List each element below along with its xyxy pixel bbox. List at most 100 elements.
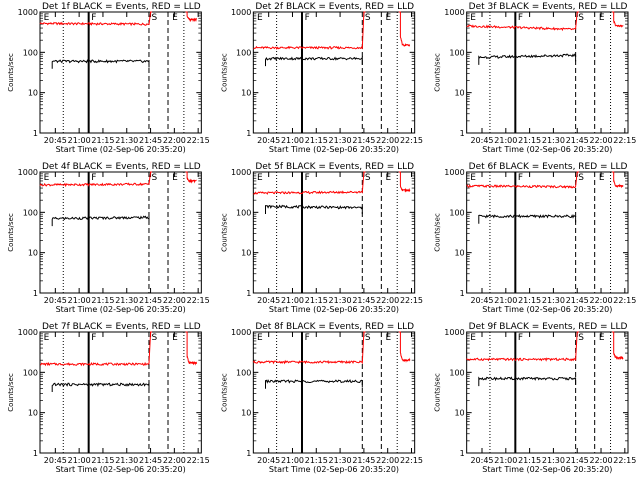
marker-letter: F [518, 333, 523, 343]
y-axis-label: Counts/sec [434, 373, 442, 412]
x-tick-label: 21:00 [281, 136, 304, 145]
marker-letter: F [305, 13, 310, 23]
panel-title: Det 3f BLACK = Events, RED = LLD [469, 2, 628, 12]
x-tick-label: 22:00 [589, 296, 612, 305]
marker-letter: E [44, 333, 50, 343]
x-axis-label: Start Time (02-Sep-06 20:35:20) [269, 145, 399, 154]
lld-series-line [398, 11, 411, 47]
x-tick-label: 22:15 [613, 296, 636, 305]
marker-letter: E [257, 173, 263, 183]
marker-letter: S [152, 13, 158, 23]
x-tick-label: 22:15 [187, 136, 210, 145]
x-tick-label: 21:00 [281, 456, 304, 465]
marker-letter: E [44, 13, 50, 23]
y-tick-label: 100 [449, 368, 464, 377]
panel-9: Det 9f BLACK = Events, RED = LLD 1 10 100 10… [434, 322, 637, 474]
marker-letter: E [386, 173, 392, 183]
marker-letter: E [172, 13, 178, 23]
x-tick-label: 21:30 [542, 456, 565, 465]
x-tick-label: 21:15 [305, 136, 328, 145]
x-tick-label: 21:00 [494, 136, 517, 145]
marker-letter: F [91, 173, 96, 183]
y-tick-label: 100 [23, 48, 38, 57]
lld-series-line [253, 11, 366, 50]
y-tick-label: 1 [460, 449, 465, 458]
x-tick-label: 21:15 [91, 296, 114, 305]
events-series-line [51, 381, 150, 392]
x-tick-label: 22:15 [400, 456, 423, 465]
y-tick-label: 1000 [444, 328, 464, 337]
y-tick-label: 1000 [18, 328, 38, 337]
x-tick-label: 21:30 [542, 296, 565, 305]
y-tick-label: 100 [449, 48, 464, 57]
lld-series-line [40, 331, 153, 367]
marker-letter: E [599, 333, 605, 343]
marker-letter: S [152, 173, 158, 183]
x-tick-label: 21:15 [518, 456, 541, 465]
x-tick-label: 21:30 [115, 136, 138, 145]
marker-letter: F [518, 173, 523, 183]
x-tick-label: 21:45 [566, 136, 589, 145]
panel-title: Det 1f BLACK = Events, RED = LLD [42, 2, 201, 12]
plot-frame [252, 331, 416, 454]
y-axis-label: Counts/sec [434, 53, 442, 92]
y-tick-label: 1 [246, 289, 251, 298]
x-tick-label: 20:45 [470, 456, 493, 465]
plot-frame [466, 331, 629, 454]
panel-6: Det 6f BLACK = Events, RED = LLD 1 10 100 10… [434, 162, 637, 314]
events-series-line [51, 215, 150, 227]
y-tick-label: 1000 [444, 8, 464, 17]
x-axis-label: Start Time (02-Sep-06 20:35:20) [56, 465, 186, 474]
x-tick-label: 22:15 [613, 456, 636, 465]
events-series-line [265, 55, 363, 67]
lld-series-line [612, 331, 624, 361]
y-tick-label: 1 [33, 129, 38, 138]
marker-letter: F [91, 13, 96, 23]
y-tick-label: 1 [246, 129, 251, 138]
marker-letter: E [172, 173, 178, 183]
y-tick-label: 10 [28, 249, 38, 258]
y-tick-label: 1 [33, 289, 38, 298]
x-tick-label: 22:00 [589, 136, 612, 145]
x-axis-label: Start Time (02-Sep-06 20:35:20) [482, 465, 612, 474]
x-tick-label: 21:15 [305, 296, 328, 305]
marker-letter: E [44, 173, 50, 183]
plot-frame [252, 171, 416, 294]
marker-letter: E [599, 13, 605, 23]
lld-series-line [466, 171, 579, 189]
marker-letter: S [365, 13, 371, 23]
y-axis-label: Counts/sec [7, 213, 15, 252]
x-tick-label: 21:15 [91, 136, 114, 145]
events-series-line [265, 379, 363, 389]
x-tick-label: 20:45 [44, 296, 67, 305]
x-tick-label: 22:15 [187, 296, 210, 305]
panel-1: Det 1f BLACK = Events, RED = LLD 1 10 100 10… [7, 2, 210, 154]
x-tick-label: 22:00 [589, 456, 612, 465]
y-tick-label: 1000 [18, 8, 38, 17]
panel-5: Det 5f BLACK = Events, RED = LLD 1 10 100 10… [220, 162, 423, 314]
x-tick-label: 21:30 [542, 136, 565, 145]
events-series-line [478, 53, 577, 65]
events-series-line [478, 376, 577, 387]
y-axis-label: Counts/sec [7, 373, 15, 412]
x-axis-label: Start Time (02-Sep-06 20:35:20) [56, 145, 186, 154]
y-tick-label: 10 [241, 409, 251, 418]
y-tick-label: 100 [236, 48, 251, 57]
x-tick-label: 20:45 [44, 456, 67, 465]
x-tick-label: 22:00 [163, 136, 186, 145]
y-tick-label: 100 [236, 368, 251, 377]
y-tick-label: 1 [33, 449, 38, 458]
x-tick-label: 22:00 [163, 456, 186, 465]
lld-series-line [466, 331, 579, 362]
events-series-line [265, 204, 363, 214]
y-axis-label: Counts/sec [434, 213, 442, 252]
x-tick-label: 20:45 [44, 136, 67, 145]
y-tick-label: 100 [23, 368, 38, 377]
lld-series-line [398, 171, 411, 193]
marker-letter: F [518, 13, 523, 23]
y-tick-label: 1 [246, 449, 251, 458]
y-tick-label: 1000 [231, 168, 251, 177]
x-tick-label: 22:15 [400, 136, 423, 145]
x-tick-label: 21:45 [352, 296, 375, 305]
